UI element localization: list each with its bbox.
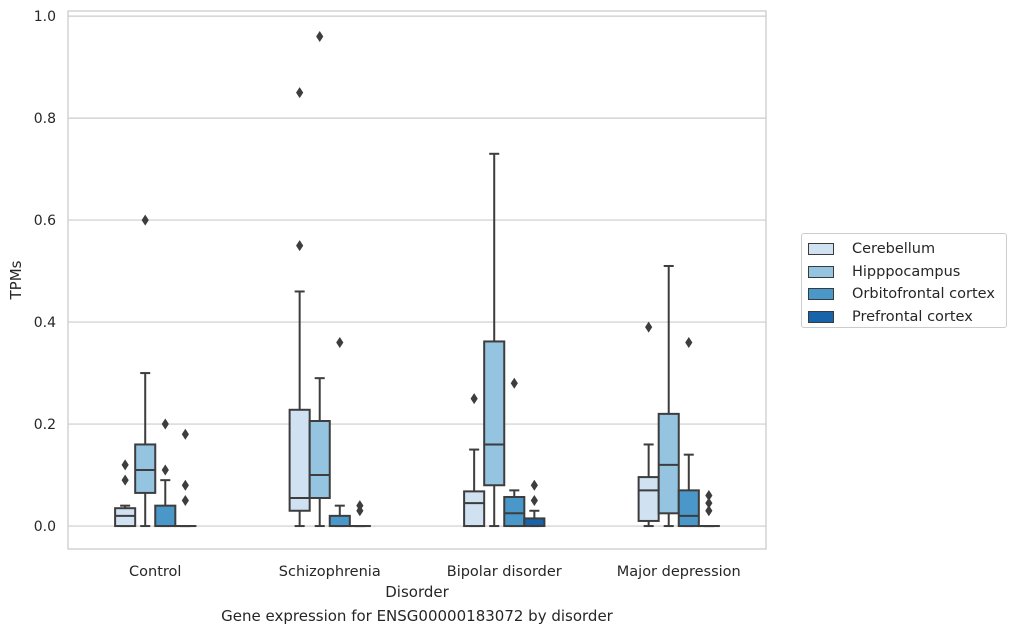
legend-swatch [808, 243, 834, 256]
y-tick-label: 0.2 [34, 417, 56, 433]
outlier-point [141, 214, 149, 226]
box-group [348, 500, 371, 528]
box-group [523, 479, 546, 528]
box-group [114, 459, 137, 528]
box-group [288, 87, 311, 528]
outlier-point [316, 30, 324, 42]
outlier-point [181, 495, 189, 507]
legend-label: Hipppocampus [852, 263, 961, 280]
outlier-point [685, 336, 693, 348]
box-group [174, 428, 197, 528]
box-iqr [503, 495, 526, 528]
legend-item: Orbitofrontal cortex [808, 283, 1006, 306]
axis-ticks: 0.0 0.2 0.4 0.6 0.8 1.0 Control Schizophrenia Bi… [34, 9, 741, 580]
y-tick-label: 1.0 [34, 9, 56, 25]
outlier-point [470, 393, 478, 405]
plot-frame [67, 10, 767, 550]
outlier-point [161, 418, 169, 430]
x-tick-label: Bipolar disorder [447, 564, 562, 580]
legend-item: Cerebellum [808, 238, 1006, 261]
figure-caption: Gene expression for ENSG00000183072 by d… [221, 607, 613, 625]
outlier-point [356, 500, 364, 512]
box-group [637, 321, 660, 528]
outlier-point [161, 464, 169, 476]
outlier-point [121, 474, 129, 486]
box-iqr [154, 504, 177, 528]
outlier-point [510, 377, 518, 389]
box-iqr [483, 340, 506, 487]
outlier-point [296, 240, 304, 252]
y-tick-label: 0.0 [34, 519, 56, 535]
box-iqr [288, 408, 311, 512]
box-iqr [523, 517, 546, 528]
box-iqr [677, 489, 700, 528]
legend: Cerebellum Hipppocampus Orbitofrontal co… [801, 233, 1007, 328]
outlier-point [296, 87, 304, 99]
x-tick-label: Control [129, 564, 181, 580]
box-iqr [657, 412, 680, 515]
y-tick-label: 0.8 [34, 111, 56, 127]
box-group [503, 377, 526, 528]
box-iqr [308, 420, 331, 500]
x-tick-label: Major depression [617, 564, 741, 580]
box-iqr [463, 490, 486, 528]
outlier-point [705, 489, 713, 501]
legend-item: Hipppocampus [808, 261, 1006, 284]
legend-label: Orbitofrontal cortex [852, 286, 995, 303]
legend-label: Prefrontal cortex [852, 308, 973, 325]
x-axis-label: Disorder [385, 583, 449, 601]
box-group [657, 264, 680, 528]
box-iqr [134, 443, 157, 494]
outlier-point [336, 336, 344, 348]
outlier-point [530, 495, 538, 507]
box-group [134, 214, 157, 528]
box-group [483, 152, 506, 528]
y-tick-label: 0.6 [34, 213, 56, 229]
outlier-point [181, 428, 189, 440]
box-group [463, 393, 486, 528]
y-axis-label: TPMs [7, 260, 25, 300]
outlier-point [705, 497, 713, 509]
box-iqr [114, 507, 137, 528]
box-group [154, 418, 177, 528]
box-iqr [637, 476, 660, 522]
box-group [697, 489, 720, 528]
outlier-point [181, 479, 189, 491]
legend-item: Prefrontal cortex [808, 306, 1006, 329]
outlier-point [705, 505, 713, 517]
box-group [677, 336, 700, 528]
box-group [328, 336, 351, 528]
box-group [308, 30, 331, 528]
outlier-point [645, 321, 653, 333]
legend-swatch [808, 310, 834, 323]
legend-label: Cerebellum [852, 241, 936, 258]
outlier-point [121, 459, 129, 471]
legend-swatch [808, 288, 834, 301]
x-tick-label: Schizophrenia [279, 564, 381, 580]
outlier-point [530, 479, 538, 491]
y-tick-label: 0.4 [34, 315, 56, 331]
box-iqr [328, 514, 351, 528]
legend-swatch [808, 265, 834, 278]
box-series [114, 30, 720, 528]
